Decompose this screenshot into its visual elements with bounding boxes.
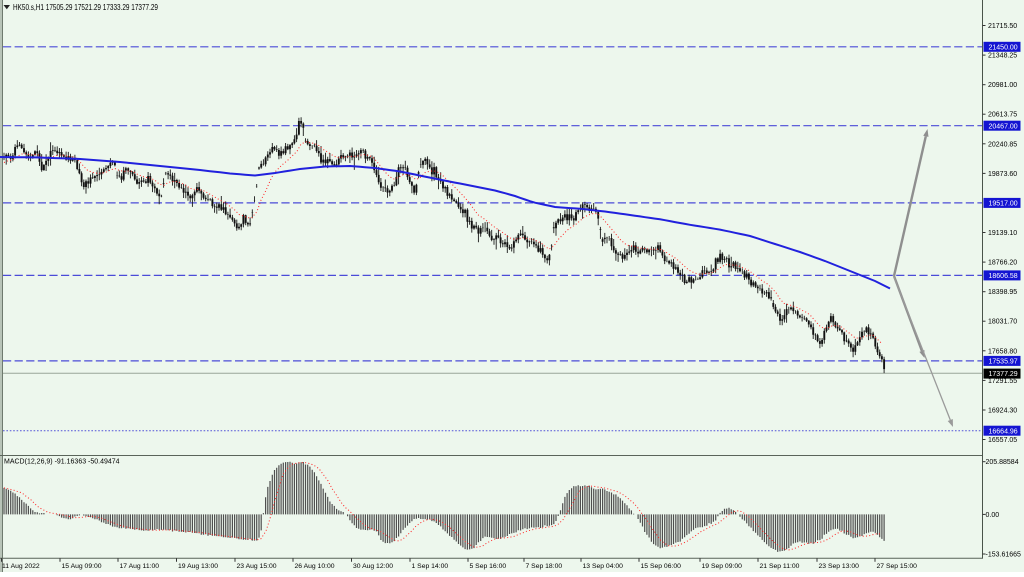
svg-text:205.88584: 205.88584 [986, 459, 1019, 466]
svg-text:18606.58: 18606.58 [989, 273, 1018, 280]
svg-text:21348.25: 21348.25 [988, 53, 1017, 60]
svg-text:1 Sep 14:00: 1 Sep 14:00 [412, 563, 449, 570]
svg-text:20981.00: 20981.00 [988, 82, 1017, 89]
svg-text:27 Sep 15:00: 27 Sep 15:00 [877, 563, 918, 570]
svg-text:19 Sep 09:00: 19 Sep 09:00 [702, 563, 743, 570]
svg-text:15 Aug 09:00: 15 Aug 09:00 [62, 563, 102, 570]
svg-text:13 Sep 04:00: 13 Sep 04:00 [583, 563, 624, 570]
svg-text:17535.97: 17535.97 [989, 359, 1018, 366]
svg-text:17658.80: 17658.80 [988, 348, 1017, 355]
svg-text:HK50.s,H1 17505.29 17521.29 1: HK50.s,H1 17505.29 17521.29 17333.29 173… [13, 3, 158, 12]
svg-text:23 Sep 13:00: 23 Sep 13:00 [819, 563, 860, 570]
svg-text:7 Sep 18:00: 7 Sep 18:00 [526, 563, 563, 570]
svg-text:-153.61665: -153.61665 [986, 552, 1022, 559]
svg-text:16924.30: 16924.30 [988, 408, 1017, 415]
svg-text:19139.10: 19139.10 [988, 230, 1017, 237]
svg-text:21450.00: 21450.00 [989, 44, 1018, 51]
svg-text:19873.60: 19873.60 [988, 171, 1017, 178]
svg-text:16557.05: 16557.05 [988, 437, 1017, 444]
svg-text:30 Aug 12:00: 30 Aug 12:00 [353, 563, 393, 570]
svg-text:18398.95: 18398.95 [988, 289, 1017, 296]
svg-text:20467.00: 20467.00 [989, 123, 1018, 130]
svg-text:18766.20: 18766.20 [988, 260, 1017, 267]
svg-text:11 Aug 2022: 11 Aug 2022 [2, 563, 40, 570]
svg-text:16664.96: 16664.96 [989, 428, 1018, 435]
svg-text:17377.29: 17377.29 [989, 371, 1018, 378]
svg-text:19517.00: 19517.00 [989, 201, 1018, 208]
svg-text:26 Aug 10:00: 26 Aug 10:00 [295, 563, 335, 570]
svg-text:23 Aug 15:00: 23 Aug 15:00 [237, 563, 277, 570]
svg-text:0.00: 0.00 [986, 512, 1000, 519]
svg-text:19 Aug 13:00: 19 Aug 13:00 [178, 563, 218, 570]
svg-text:21 Sep 11:00: 21 Sep 11:00 [760, 563, 800, 570]
svg-text:20613.75: 20613.75 [988, 112, 1017, 119]
svg-text:18031.70: 18031.70 [988, 319, 1017, 326]
svg-text:5 Sep 16:00: 5 Sep 16:00 [470, 563, 507, 570]
svg-text:20240.85: 20240.85 [988, 141, 1017, 148]
svg-text:17 Aug 11:00: 17 Aug 11:00 [120, 563, 160, 570]
svg-text:MACD(12,26,9) -91.16363 -50.49: MACD(12,26,9) -91.16363 -50.49474 [4, 459, 120, 466]
svg-text:17291.55: 17291.55 [988, 378, 1017, 385]
svg-text:21715.50: 21715.50 [988, 23, 1017, 30]
svg-text:15 Sep 06:00: 15 Sep 06:00 [641, 563, 682, 570]
